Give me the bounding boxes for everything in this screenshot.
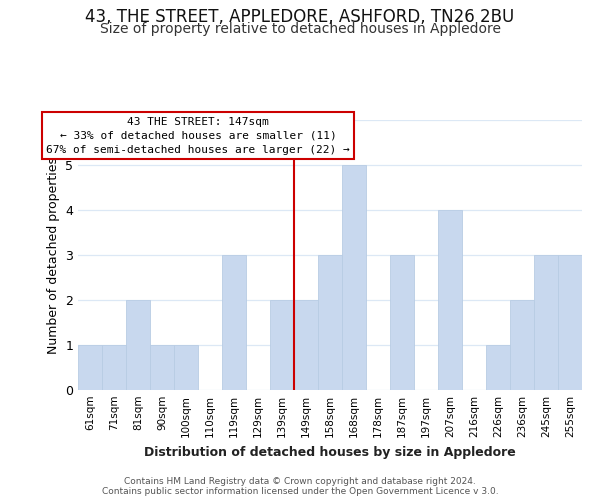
Text: Contains HM Land Registry data © Crown copyright and database right 2024.: Contains HM Land Registry data © Crown c… — [124, 476, 476, 486]
Y-axis label: Number of detached properties: Number of detached properties — [47, 156, 59, 354]
Bar — [270, 300, 294, 390]
Text: Distribution of detached houses by size in Appledore: Distribution of detached houses by size … — [144, 446, 516, 459]
Bar — [342, 165, 366, 390]
Bar — [318, 255, 342, 390]
Bar — [78, 345, 102, 390]
Bar — [174, 345, 198, 390]
Bar — [294, 300, 318, 390]
Bar — [558, 255, 582, 390]
Bar — [150, 345, 174, 390]
Bar — [534, 255, 558, 390]
Bar — [510, 300, 534, 390]
Bar — [486, 345, 510, 390]
Bar — [438, 210, 462, 390]
Text: Size of property relative to detached houses in Appledore: Size of property relative to detached ho… — [100, 22, 500, 36]
Text: 43 THE STREET: 147sqm
← 33% of detached houses are smaller (11)
67% of semi-deta: 43 THE STREET: 147sqm ← 33% of detached … — [46, 116, 350, 155]
Bar — [102, 345, 126, 390]
Bar — [222, 255, 246, 390]
Text: 43, THE STREET, APPLEDORE, ASHFORD, TN26 2BU: 43, THE STREET, APPLEDORE, ASHFORD, TN26… — [85, 8, 515, 26]
Text: Contains public sector information licensed under the Open Government Licence v : Contains public sector information licen… — [101, 486, 499, 496]
Bar — [390, 255, 414, 390]
Bar — [126, 300, 150, 390]
